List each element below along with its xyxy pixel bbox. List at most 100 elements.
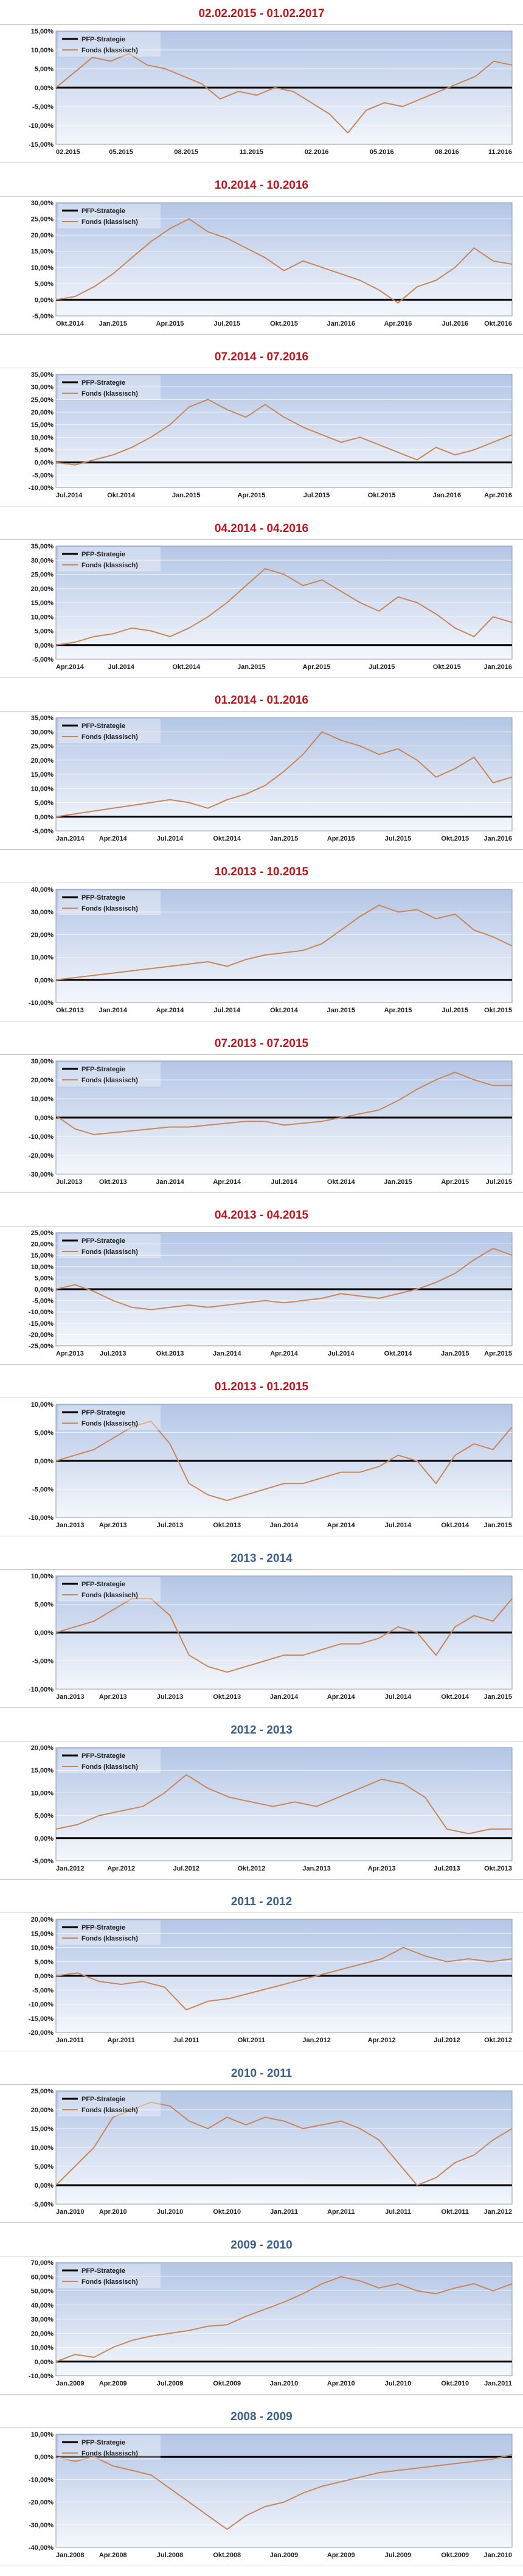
chart-frame: 15,00% 10,00% 5,00% 0,00% -5,00% -10,00% -15,0… [0, 24, 523, 163]
chart-title: 04.2014 - 04.2016 [214, 522, 309, 535]
legend-label-strategy: PFP-Strategie [81, 379, 125, 387]
x-tick-label: Jan.2011 [484, 2380, 512, 2387]
y-tick-label: -5,00% [32, 1858, 54, 1865]
legend: PFP-Strategie Fonds (klassisch) [58, 1062, 161, 1087]
chart-frame: 30,00% 25,00% 20,00% 15,00% 10,00% 5,00% 0,00%… [0, 196, 523, 335]
y-tick-label: 10,00% [31, 1264, 54, 1271]
legend-label-fund: Fonds (klassisch) [81, 733, 138, 741]
x-tick-label: Apr.2013 [56, 1350, 84, 1357]
x-tick-label: Jul.2015 [385, 835, 411, 842]
y-tick-label: 5,00% [35, 1959, 54, 1966]
y-tick-label: -5,00% [32, 313, 54, 320]
legend-box [58, 2264, 161, 2288]
x-tick-label: Jul.2009 [157, 2380, 183, 2387]
chart-frame: 40,00% 30,00% 20,00% 10,00% 0,00% -10,00% Okt.… [0, 883, 523, 1021]
y-tick-label: 30,00% [31, 200, 54, 207]
y-tick-label: -10,00% [29, 999, 54, 1007]
chart-frame: 35,00% 30,00% 25,00% 20,00% 15,00% 10,00% 5,00… [0, 368, 523, 506]
legend-box [58, 1062, 161, 1087]
legend-box [58, 32, 161, 57]
series-line-fund [55, 1248, 513, 1311]
y-tick-label: -20,00% [29, 2029, 54, 2037]
x-tick-label: Apr.2014 [56, 663, 85, 671]
line-chart: 20,00% 15,00% 10,00% 5,00% 0,00% -5,00% -10,00… [29, 1916, 513, 2044]
legend-label-strategy: PFP-Strategie [81, 1752, 125, 1760]
y-tick-label: 25,00% [31, 216, 54, 223]
x-tick-label: Jul.2014 [108, 663, 134, 671]
y-tick-label: -10,00% [29, 122, 54, 130]
x-tick-label: 02.2016 [305, 149, 329, 156]
x-tick-label: Jul.2015 [303, 492, 330, 499]
legend: PFP-Strategie Fonds (klassisch) [58, 1749, 161, 1773]
y-tick-label: 40,00% [31, 886, 54, 894]
x-tick-label: Jan.2015 [441, 1350, 469, 1357]
x-tick-label: Jul.2014 [214, 1007, 241, 1014]
y-tick-label: 5,00% [35, 1430, 54, 1437]
x-tick-label: Apr.2014 [327, 1693, 356, 1701]
y-tick-label: 35,00% [31, 543, 54, 550]
legend-label-strategy: PFP-Strategie [81, 2439, 125, 2446]
chart-title: 07.2014 - 07.2016 [214, 351, 309, 363]
y-tick-label: -10,00% [29, 1133, 54, 1141]
y-tick-label: 20,00% [31, 1916, 54, 1923]
x-tick-label: Jul.2009 [385, 2552, 411, 2559]
y-tick-label: 35,00% [31, 715, 54, 722]
x-tick-label: Jan.2012 [302, 2037, 330, 2044]
y-tick-label: 10,00% [31, 1790, 54, 1797]
series-line-fund [55, 1947, 513, 2011]
y-tick-label: -10,00% [29, 485, 54, 492]
legend: PFP-Strategie Fonds (klassisch) [58, 1405, 161, 1430]
series-line-fund [55, 2101, 513, 2186]
y-tick-label: -5,00% [32, 656, 54, 663]
x-tick-label: Apr.2015 [303, 663, 331, 671]
x-tick-label: Jul.2012 [173, 1865, 199, 1872]
y-tick-label: 70,00% [31, 2259, 54, 2267]
line-chart: 10,00% 5,00% 0,00% -5,00% -10,00%Jan.2013 Apr… [29, 1401, 513, 1529]
x-tick-label: Okt.2013 [213, 1522, 241, 1529]
x-tick-label: Jan.2015 [270, 835, 298, 842]
y-tick-label: 0,00% [35, 1973, 54, 1980]
chart-frame: 20,00% 15,00% 10,00% 5,00% 0,00% -5,00% -10,00… [0, 1913, 523, 2051]
y-tick-label: 25,00% [31, 1230, 54, 1237]
x-tick-label: Jan.2011 [56, 2037, 84, 2044]
x-tick-label: Jan.2009 [270, 2552, 298, 2559]
legend-label-fund: Fonds (klassisch) [81, 219, 138, 226]
chart-frame: 25,00% 20,00% 15,00% 10,00% 5,00% 0,00% -5,00%… [0, 2084, 523, 2223]
series-line-fund [55, 731, 513, 817]
series-line-fund [55, 905, 513, 981]
line-chart: 10,00% 5,00% 0,00% -5,00% -10,00%Jan.2013 Apr… [29, 1573, 513, 1701]
x-tick-label: Okt.2015 [433, 663, 461, 671]
y-tick-label: -5,00% [32, 2201, 54, 2208]
x-tick-label: Jan.2013 [56, 1693, 84, 1701]
x-tick-label: Jan.2012 [484, 2208, 512, 2216]
x-tick-label: Apr.2010 [327, 2380, 355, 2387]
y-tick-label: -10,00% [29, 1514, 54, 1522]
chart-panel: 07.2014 - 07.2016 35,00% 30,00% 25,00% 20,00… [0, 343, 523, 515]
x-tick-label: Jan.2015 [237, 663, 265, 671]
line-chart: 25,00% 20,00% 15,00% 10,00% 5,00% 0,00% -5,00%… [29, 1230, 513, 1357]
y-tick-label: 5,00% [35, 800, 54, 807]
y-tick-label: 25,00% [31, 396, 54, 404]
x-tick-label: Apr.2012 [368, 2037, 396, 2044]
line-chart: 15,00% 10,00% 5,00% 0,00% -5,00% -10,00% -15,0… [29, 28, 513, 156]
legend-label-fund: Fonds (klassisch) [81, 2107, 138, 2114]
legend: PFP-Strategie Fonds (klassisch) [58, 547, 161, 572]
chart-title: 10.2013 - 10.2015 [214, 866, 309, 878]
legend: PFP-Strategie Fonds (klassisch) [58, 1920, 161, 1945]
y-tick-label: 0,00% [35, 642, 54, 649]
x-tick-label: Apr.2011 [327, 2208, 355, 2216]
x-tick-label: Okt.2016 [484, 320, 512, 327]
x-tick-label: Apr.2011 [108, 2037, 135, 2044]
y-tick-label: 10,00% [31, 2144, 54, 2152]
x-tick-label: Okt.2014 [441, 1693, 469, 1701]
chart-frame: 10,00% 5,00% 0,00% -5,00% -10,00% Jan.2013 Apr… [0, 1569, 523, 1708]
y-tick-label: 10,00% [31, 2431, 54, 2438]
x-tick-label: Jan.2014 [56, 835, 85, 842]
legend-label-strategy: PFP-Strategie [81, 2096, 125, 2103]
x-tick-label: 08.2016 [435, 149, 459, 156]
x-tick-label: Jul.2013 [100, 1350, 126, 1357]
y-tick-label: 20,00% [31, 1745, 54, 1752]
x-tick-label: Jan.2010 [270, 2380, 298, 2387]
y-tick-label: -20,00% [29, 1152, 54, 1160]
